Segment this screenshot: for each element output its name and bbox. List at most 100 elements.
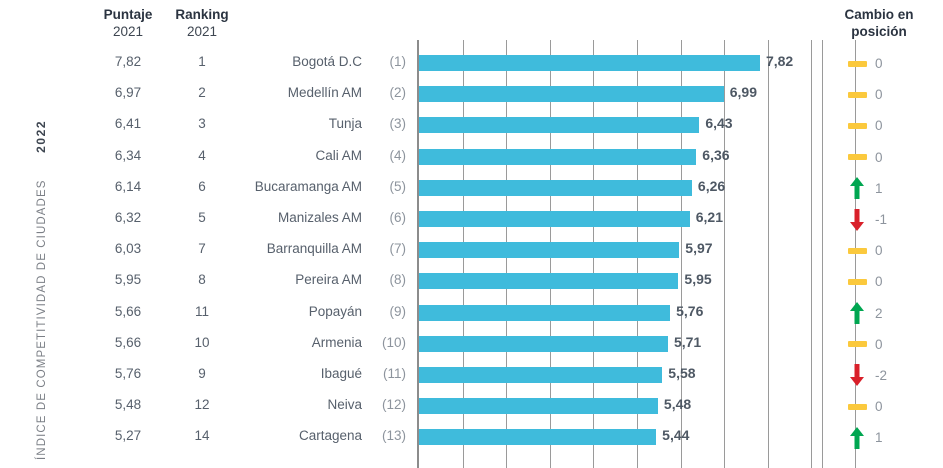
bar-value-label: 5,76 (676, 302, 704, 319)
bar-value-label: 5,71 (673, 333, 702, 350)
cell-position-2022: (2) (389, 85, 407, 101)
bar-row: 6,36 (419, 142, 927, 173)
cell-ranking-2021: 9 (198, 365, 206, 381)
cell-position-2022: (13) (381, 428, 406, 444)
cambio-row: 0 (823, 266, 943, 297)
arrow-up-icon (850, 302, 864, 325)
cell-position-2022: (6) (389, 209, 407, 225)
bar-value-label: 5,44 (662, 427, 690, 444)
table-row: 5,66 10 Armenia (10) (0, 329, 943, 360)
cell-city-name: Pereira AM (295, 272, 362, 288)
cell-city-name: Cartagena (298, 428, 362, 444)
cambio-value: 2 (875, 305, 883, 321)
cambio-row: 1 (823, 173, 943, 204)
cambio-direction-indicator (845, 391, 869, 422)
bar-value-label: 6,26 (697, 177, 726, 194)
cambio-value: 0 (875, 149, 883, 165)
bar[interactable] (419, 55, 760, 71)
bar[interactable] (419, 366, 663, 383)
arrow-down-icon (850, 208, 864, 231)
bar-value-label: 5,97 (685, 240, 713, 257)
cambio-row: 1 (823, 422, 943, 453)
cambio-value: 0 (875, 399, 883, 415)
bar[interactable] (419, 304, 671, 321)
cambio-row: -1 (823, 204, 943, 235)
arrow-up-icon (850, 177, 864, 200)
table-row: 6,34 4 Cali AM (4) (0, 142, 943, 173)
bar[interactable] (419, 242, 680, 259)
cell-puntaje-2021: 6,41 (114, 116, 142, 132)
bar[interactable] (419, 398, 658, 415)
bar-row: 5,95 (419, 266, 927, 297)
bar-row: 5,48 (419, 391, 927, 422)
bar-value-label: 5,95 (684, 271, 712, 288)
bar[interactable] (419, 335, 668, 352)
cambio-value: 0 (875, 336, 883, 352)
gridline (767, 40, 769, 468)
cambio-value: 0 (875, 56, 883, 72)
bar-row: 6,26 (419, 173, 927, 204)
cell-position-2022: (11) (382, 365, 406, 381)
cambio-direction-indicator (845, 235, 869, 266)
bar[interactable] (419, 210, 690, 227)
bar[interactable] (419, 86, 724, 103)
dash-icon (847, 91, 867, 98)
column-header-cambio-posicion: Cambio en posición (820, 6, 938, 46)
bar-row: 6,43 (419, 110, 927, 141)
bar-row: 5,44 (419, 422, 927, 453)
cambio-posicion-column: 0 0 0 0 1 -1 0 0 2 0 -2 0 1 (822, 40, 943, 468)
column-header-ranking: Ranking 2021 (166, 6, 238, 46)
cambio-value: 0 (875, 274, 883, 290)
cell-position-2022: (10) (381, 334, 406, 350)
cell-puntaje-2021: 5,27 (114, 428, 142, 444)
column-header-cambio-line2: posición (851, 24, 907, 39)
cell-position-2022: (12) (381, 397, 406, 413)
cell-city-name: Ibagué (320, 365, 362, 381)
cambio-row: 0 (823, 142, 943, 173)
cell-position-2022: (5) (389, 178, 407, 194)
cell-ranking-2021: 5 (198, 209, 206, 225)
bar-row: 7,82 (419, 48, 927, 79)
cell-puntaje-2021: 5,48 (114, 397, 142, 413)
bar-row: 5,97 (419, 235, 927, 266)
bar[interactable] (419, 429, 657, 446)
cell-puntaje-2021: 5,66 (114, 303, 142, 319)
dash-icon (847, 403, 867, 410)
dash-icon (847, 278, 867, 285)
cell-city-name: Armenia (311, 334, 362, 350)
table-row: 6,03 7 Barranquilla AM (7) (0, 235, 943, 266)
cambio-direction-indicator (845, 266, 869, 297)
dash-icon (847, 247, 867, 254)
cell-puntaje-2021: 5,66 (114, 334, 142, 350)
bar-value-label: 5,48 (663, 396, 692, 413)
bar[interactable] (419, 148, 697, 165)
cell-ranking-2021: 1 (198, 54, 206, 69)
dash-icon (847, 341, 867, 348)
arrow-up-icon (850, 426, 864, 449)
cell-position-2022: (7) (389, 241, 407, 257)
cell-position-2022: (4) (389, 147, 407, 163)
cell-ranking-2021: 10 (194, 334, 210, 350)
cambio-row: -2 (823, 360, 943, 391)
bar[interactable] (419, 273, 679, 290)
cell-city-name: Bucaramanga AM (254, 178, 362, 194)
cambio-direction-indicator (845, 204, 869, 235)
cambio-value: 1 (875, 430, 883, 446)
cambio-direction-indicator (845, 329, 869, 360)
gridline (811, 40, 813, 468)
cambio-row: 0 (823, 79, 943, 110)
cell-city-name: Tunja (328, 116, 362, 132)
bar-value-label: 5,58 (668, 364, 696, 381)
column-header-puntaje-year: 2021 (112, 24, 144, 39)
column-header-cambio-line1: Cambio en (844, 7, 914, 22)
bar[interactable] (419, 117, 700, 134)
gridline (680, 40, 682, 468)
column-header-puntaje: Puntaje 2021 (92, 6, 164, 46)
cell-ranking-2021: 11 (194, 303, 209, 319)
bar[interactable] (419, 179, 692, 196)
bar-value-label: 6,36 (702, 146, 730, 163)
table-row: 5,76 9 Ibagué (11) (0, 360, 943, 391)
cambio-row: 0 (823, 329, 943, 360)
cell-puntaje-2021: 6,34 (114, 147, 142, 163)
cambio-direction-indicator (845, 48, 869, 79)
